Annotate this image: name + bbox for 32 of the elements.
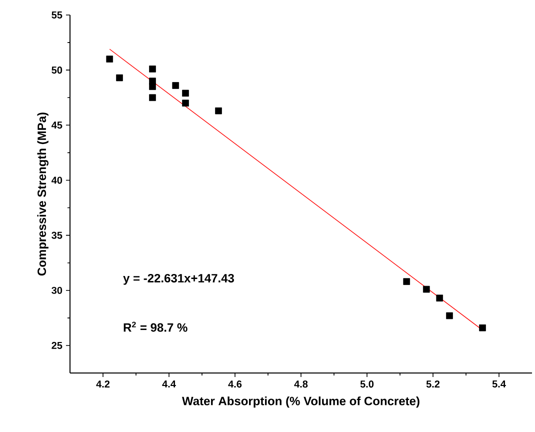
x-axis-title: Water Absorption (% Volume of Concrete) (182, 396, 420, 408)
y-tick-label: 30 (52, 286, 62, 294)
y-tick-label: 50 (52, 66, 62, 74)
x-tick-label: 5.4 (492, 380, 506, 388)
y-tick-label: 45 (52, 122, 62, 129)
x-tick-label: 4.2 (96, 380, 110, 388)
point (149, 66, 156, 72)
point (116, 74, 123, 82)
point (215, 107, 222, 114)
annotation: y = -22.631x+147.43 (123, 274, 234, 285)
point (403, 278, 410, 285)
point (479, 324, 486, 332)
point (182, 90, 189, 97)
point (106, 56, 113, 62)
point (149, 94, 156, 102)
y-tick-label: 25 (52, 342, 62, 349)
point (172, 82, 179, 89)
annotation: R$^{2}$ = 98.7 % (124, 322, 188, 332)
x-tick-label: 5.0 (360, 380, 374, 388)
x-tick-label: 4.8 (294, 380, 308, 388)
point (149, 83, 156, 90)
y-tick-label: 40 (52, 176, 62, 184)
x-tick-label: 5.2 (426, 380, 440, 388)
point (436, 294, 443, 302)
point (182, 100, 189, 107)
x-tick-label: 4.6 (228, 380, 242, 388)
point (446, 312, 453, 320)
y-tick-label: 55 (52, 12, 62, 18)
point (423, 286, 430, 293)
y-tick-label: 35 (52, 232, 62, 239)
x-tick-label: 4.4 (162, 380, 176, 388)
y-axis-title: Compressive Strength (MPa) (37, 112, 48, 276)
